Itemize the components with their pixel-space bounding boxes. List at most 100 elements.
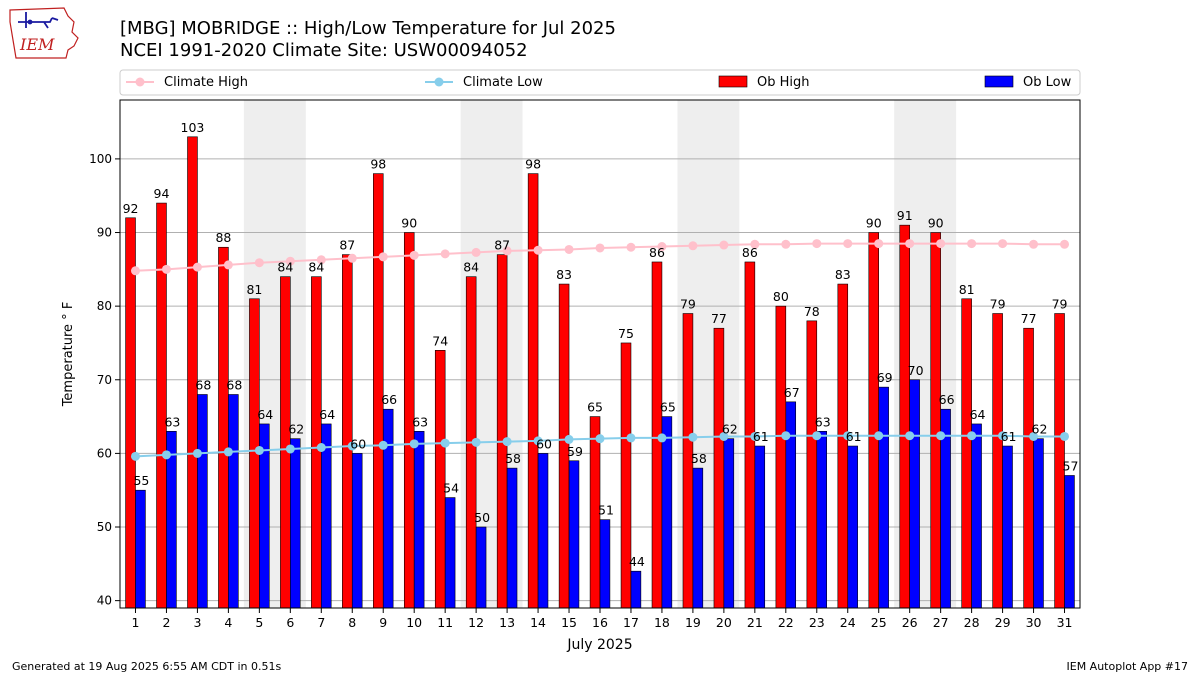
ob-low-label: 66	[939, 392, 955, 407]
climate-high-point	[595, 243, 605, 253]
climate-high-point	[254, 258, 264, 268]
climate-low-point	[254, 445, 264, 455]
ob-low-bar	[971, 423, 982, 609]
ob-low-label: 69	[877, 370, 893, 385]
ob-low-bar	[568, 460, 580, 609]
y-tick-label: 50	[97, 520, 112, 534]
ob-high-bar	[806, 320, 818, 609]
y-tick-label: 100	[89, 152, 112, 166]
ob-high-label: 91	[897, 208, 913, 223]
legend-ob-high-label: Ob High	[757, 75, 810, 90]
ob-low-bar	[878, 386, 889, 609]
climate-low-point	[812, 431, 822, 441]
ob-low-label: 44	[629, 554, 645, 569]
climate-high-point	[409, 250, 419, 260]
ob-low-bar	[1002, 445, 1013, 609]
ob-low-label: 58	[505, 451, 521, 466]
ob-low-label: 62	[1032, 422, 1048, 437]
climate-high-point	[378, 252, 388, 262]
climate-high-point	[285, 256, 295, 266]
ob-high-bar	[527, 173, 539, 609]
ob-high-bar	[342, 254, 353, 609]
x-tick-label: 20	[716, 615, 732, 630]
ob-high-label: 86	[742, 245, 758, 260]
ob-low-bar	[909, 379, 920, 609]
y-tick-label: 60	[97, 446, 112, 460]
climate-low-point	[192, 448, 202, 458]
ob-high-label: 84	[308, 260, 324, 275]
x-tick-label: 5	[255, 615, 263, 630]
x-tick-label: 12	[468, 615, 484, 630]
climate-high-point	[223, 260, 233, 270]
ob-low-label: 54	[443, 481, 459, 496]
x-tick-label: 27	[933, 615, 949, 630]
x-tick-label: 10	[406, 615, 422, 630]
y-tick-label: 70	[97, 373, 112, 387]
climate-high-point	[905, 239, 915, 249]
x-tick-label: 21	[747, 615, 763, 630]
x-tick-label: 18	[654, 615, 670, 630]
x-tick-label: 11	[437, 615, 453, 630]
climate-high-point	[874, 239, 884, 249]
ob-high-label: 81	[959, 282, 975, 297]
climate-high-point	[781, 239, 791, 249]
legend-ob-low-swatch	[984, 75, 1014, 88]
legend-climate-high-label: Climate High	[164, 75, 248, 90]
ob-low-label: 67	[784, 385, 800, 400]
ob-high-bar	[868, 232, 880, 609]
climate-high-point	[316, 255, 326, 265]
climate-high-point	[347, 253, 357, 263]
x-axis-label: July 2025	[566, 637, 632, 653]
ob-low-label: 68	[195, 377, 211, 392]
x-tick-label: 22	[778, 615, 794, 630]
ob-high-bar	[311, 276, 322, 609]
ob-high-label: 75	[618, 326, 634, 341]
climate-low-point	[626, 433, 636, 443]
legend-ob-high-swatch	[718, 75, 748, 88]
ob-low-label: 62	[288, 422, 304, 437]
ob-high-bar	[961, 298, 972, 609]
ob-low-label: 70	[908, 363, 924, 378]
x-tick-label: 25	[871, 615, 887, 630]
x-tick-label: 2	[162, 615, 170, 630]
ob-high-label: 83	[556, 267, 572, 282]
x-tick-label: 3	[193, 615, 201, 630]
x-tick-label: 24	[840, 615, 856, 630]
climate-low-point	[316, 443, 326, 453]
legend-climate-high-marker	[135, 77, 145, 87]
ob-low-bar	[475, 526, 487, 609]
ob-high-label: 77	[1021, 311, 1037, 326]
ob-low-label: 66	[381, 392, 397, 407]
ob-low-bar	[661, 416, 673, 609]
ob-low-label: 50	[474, 510, 490, 525]
ob-low-bar	[816, 431, 827, 609]
ob-low-bar	[228, 394, 239, 609]
climate-low-point	[595, 434, 605, 444]
ob-low-bar	[537, 453, 549, 609]
y-axis-label: Temperature ° F	[61, 302, 76, 408]
climate-low-point	[285, 444, 295, 454]
ob-high-label: 79	[1052, 297, 1068, 312]
ob-low-bar	[290, 438, 301, 609]
climate-low-point	[378, 440, 388, 450]
climate-low-point	[719, 431, 729, 441]
x-tick-label: 17	[623, 615, 639, 630]
climate-high-point	[812, 239, 822, 249]
climate-high-point	[657, 242, 667, 252]
climate-low-point	[130, 451, 140, 461]
chart-subtitle: NCEI 1991-2020 Climate Site: USW00094052	[120, 40, 528, 61]
bars	[125, 136, 1075, 609]
ob-high-label: 87	[339, 238, 355, 253]
ob-high-bar	[775, 305, 787, 609]
x-tick-label: 26	[902, 615, 918, 630]
ob-low-label: 60	[536, 436, 552, 451]
ob-high-label: 83	[835, 267, 851, 282]
climate-low-point	[502, 437, 512, 447]
iowa-state-outline-icon	[9, 7, 79, 59]
ob-high-label: 90	[866, 216, 882, 231]
climate-low-point	[1060, 431, 1070, 441]
ob-low-label: 55	[133, 473, 149, 488]
y-tick-label: 90	[97, 226, 112, 240]
